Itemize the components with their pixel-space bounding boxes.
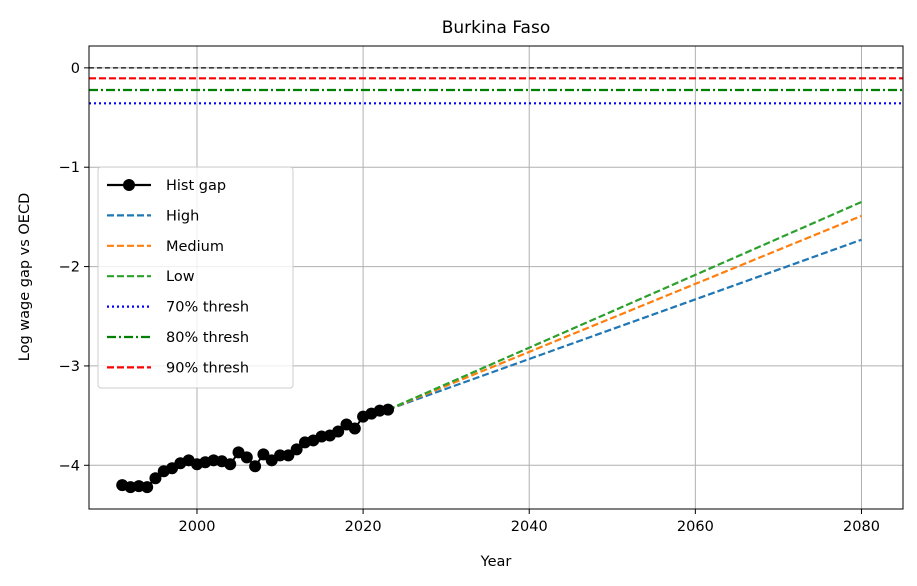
legend-label: High: [166, 208, 199, 224]
hist-gap-point: [240, 451, 253, 464]
legend-label: 90% thresh: [166, 360, 249, 376]
y-tick-label: −3: [59, 359, 80, 375]
x-axis-label: Year: [480, 554, 512, 570]
hist-gap-point: [282, 449, 295, 462]
legend-box: [97, 166, 294, 389]
chart-title: Burkina Faso: [442, 18, 550, 38]
hist-gap-point: [290, 443, 303, 456]
hist-gap-point: [224, 458, 237, 471]
x-tick-label: 2060: [677, 519, 714, 535]
projection-line: [387, 200, 862, 411]
x-tick-label: 2080: [843, 519, 880, 535]
hist-gap-point: [149, 472, 162, 485]
legend: Hist gap High Medium Low 70% thresh 80% thres…: [97, 166, 294, 389]
legend-label: 80% thresh: [166, 330, 249, 346]
legend-label: Medium: [166, 239, 224, 255]
x-tick-label: 2000: [179, 519, 216, 535]
plot-frame: [88, 45, 904, 510]
hist-gap-point: [141, 481, 154, 494]
hist-gap-point: [274, 449, 287, 462]
hist-gap-point: [257, 448, 270, 461]
axis-ticks: 2000 2020 2040 2060 2080 0 −1 −2 −3 −4: [59, 61, 880, 535]
x-tick-label: 2040: [511, 519, 548, 535]
y-axis-label: Log wage gap vs OECD: [17, 193, 33, 362]
hist-gap-point: [332, 425, 345, 438]
legend-marker: [123, 179, 135, 191]
legend-label: Hist gap: [166, 178, 226, 194]
y-tick-label: 0: [71, 61, 80, 77]
y-tick-label: −2: [59, 260, 80, 276]
x-tick-label: 2020: [345, 519, 382, 535]
reference-lines: [89, 67, 903, 105]
projection-line: [387, 214, 862, 411]
series-layer: [116, 200, 862, 494]
hist-gap-point: [348, 422, 361, 435]
y-tick-label: −4: [59, 458, 80, 474]
legend-label: 70% thresh: [166, 300, 249, 316]
legend-label: Low: [166, 269, 195, 285]
hist-gap-point: [249, 460, 262, 473]
hist-gap-point: [382, 403, 395, 416]
y-tick-label: −1: [59, 160, 80, 176]
projection-line: [387, 238, 862, 411]
